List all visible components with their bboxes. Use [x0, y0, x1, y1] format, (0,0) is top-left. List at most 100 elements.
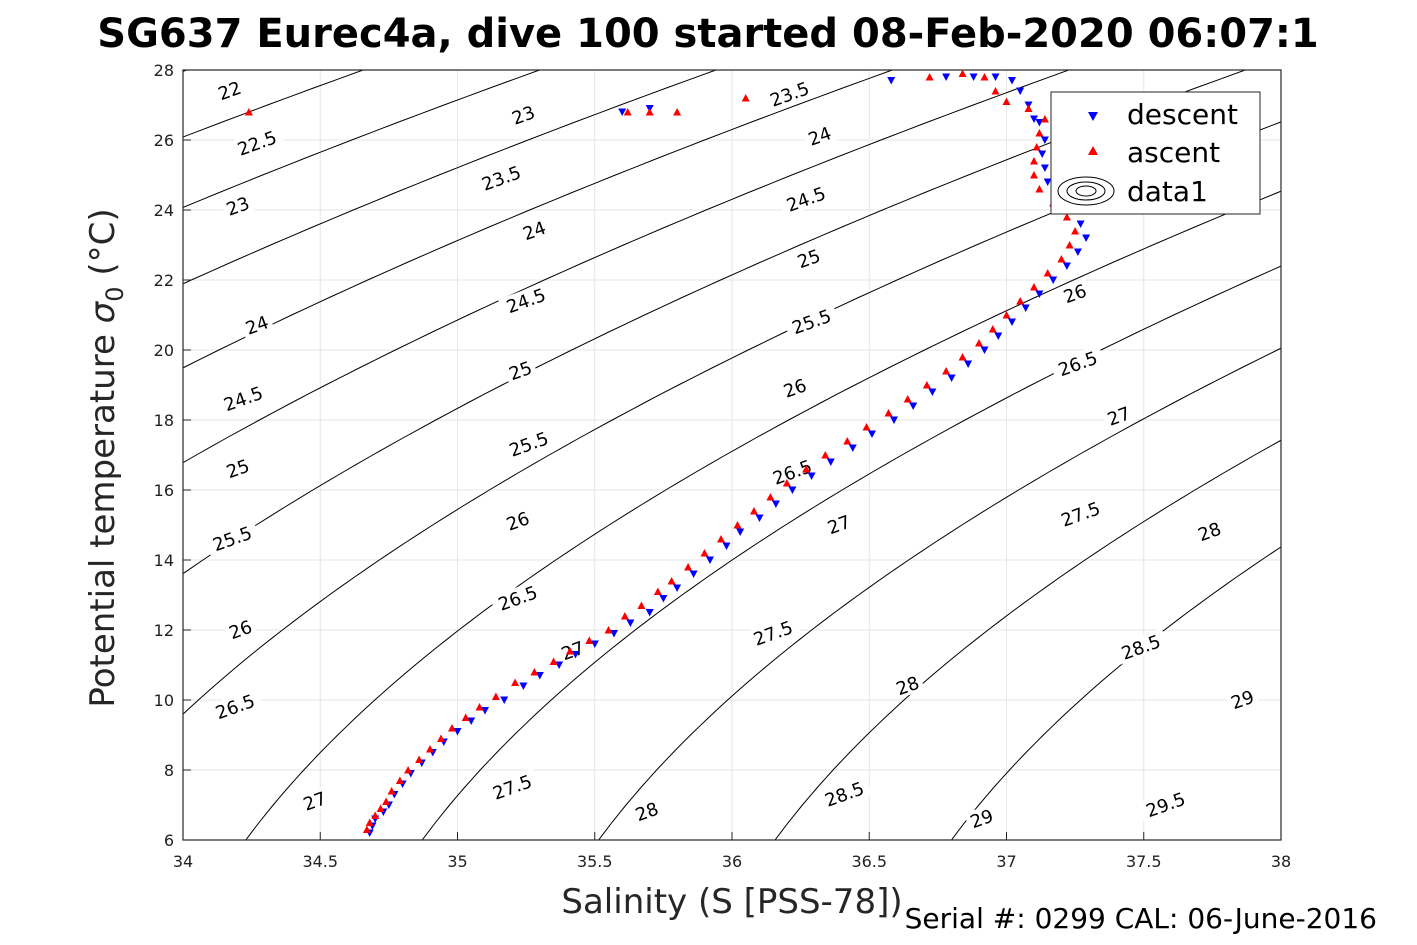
- ascent-marker: [684, 563, 693, 571]
- ascent-marker: [667, 577, 676, 585]
- ascent-marker: [1030, 283, 1038, 291]
- ascent-marker: [766, 493, 775, 501]
- descent-marker: [453, 728, 462, 736]
- ascent-marker: [1030, 157, 1038, 165]
- ascent-marker: [958, 69, 967, 77]
- descent-marker: [626, 619, 635, 627]
- descent-marker: [1035, 290, 1044, 298]
- y-tick-label: 16: [154, 481, 174, 500]
- contour-label-bg: [497, 281, 554, 319]
- contour-label-bg: [500, 425, 557, 462]
- ascent-marker: [903, 395, 912, 403]
- descent-marker: [942, 73, 951, 81]
- ascent-marker: [843, 437, 852, 445]
- ascent-marker: [437, 734, 445, 742]
- ascent-marker: [942, 367, 951, 375]
- ascent-marker: [382, 797, 391, 805]
- ascent-marker: [988, 325, 997, 333]
- descent-marker: [909, 402, 918, 410]
- contour-label-bg: [220, 191, 256, 221]
- contour-line-29: [774, 439, 1281, 840]
- contour-label-bg: [296, 786, 332, 816]
- contour-label-bg: [239, 310, 275, 340]
- ascent-marker: [491, 692, 500, 700]
- y-tick-label: 14: [154, 551, 174, 570]
- ascent-marker: [673, 108, 682, 116]
- contour-line-25: [183, 70, 718, 285]
- ascent-marker: [717, 535, 725, 543]
- descent-marker: [928, 388, 937, 396]
- contour-label: 24: [516, 215, 552, 245]
- descent-marker: [467, 717, 476, 725]
- ascent-marker: [448, 724, 456, 732]
- descent-marker: [1008, 318, 1016, 326]
- ascent-marker: [404, 766, 413, 774]
- data-markers: [244, 69, 1091, 837]
- ascent-marker: [1002, 97, 1011, 105]
- ascent-marker: [991, 87, 1000, 95]
- descent-marker: [890, 416, 898, 424]
- descent-marker: [991, 73, 1000, 81]
- descent-marker: [887, 77, 896, 85]
- x-tick-label: 37.5: [1126, 852, 1162, 871]
- descent-marker: [848, 444, 857, 452]
- descent-marker: [1016, 87, 1025, 95]
- contour-label-bg: [1101, 401, 1137, 431]
- descent-marker: [807, 472, 816, 480]
- ascent-marker: [585, 636, 594, 644]
- ascent-marker: [1043, 269, 1052, 277]
- descent-marker: [980, 346, 989, 354]
- contour-line-29.5: [950, 546, 1281, 840]
- contour-label-bg: [801, 121, 837, 151]
- y-axis-label-main: Potential temperature: [83, 323, 123, 707]
- ascent-marker: [620, 612, 629, 620]
- contour-label-bg: [745, 614, 801, 651]
- ascent-marker: [975, 339, 983, 347]
- legend-descent-label: descent: [1127, 98, 1238, 131]
- contour-label: 22: [211, 75, 247, 105]
- descent-marker: [555, 661, 564, 669]
- ascent-marker: [1035, 185, 1044, 193]
- ascent-marker: [733, 521, 742, 529]
- ascent-marker: [566, 647, 574, 655]
- contour-line-25.5: [183, 70, 894, 369]
- contour-label-bg: [1112, 628, 1169, 665]
- contour-label-bg: [1052, 495, 1109, 532]
- contour-label-bg: [761, 75, 818, 112]
- ascent-marker: [426, 745, 434, 753]
- legend-contour-icon: [1057, 176, 1115, 206]
- descent-marker: [722, 542, 731, 550]
- y-tick-label: 6: [164, 831, 174, 850]
- contour-line-23: [0, 53, 59, 858]
- ascent-marker: [1002, 311, 1011, 319]
- ascent-marker: [750, 507, 758, 515]
- ascent-marker: [1040, 115, 1049, 123]
- contour-label: 22.5: [228, 124, 285, 161]
- descent-marker: [964, 360, 973, 368]
- ascent-marker: [741, 94, 750, 102]
- contour-label-bg: [791, 243, 827, 273]
- descent-marker: [519, 682, 528, 690]
- descent-marker: [590, 640, 599, 648]
- contour-label-bg: [502, 355, 538, 385]
- ascent-marker: [637, 601, 646, 609]
- contour-label-bg: [220, 453, 256, 483]
- ascent-marker: [1035, 129, 1044, 137]
- descent-marker: [1049, 276, 1058, 284]
- contour-label-bg: [473, 159, 529, 196]
- y-tick-label: 10: [154, 691, 174, 710]
- contour-line-28.5: [597, 347, 1281, 840]
- contour-label-bg: [1057, 278, 1093, 308]
- contour-label-bg: [489, 579, 546, 616]
- legend-box: [1050, 91, 1261, 215]
- contour-label-bg: [777, 373, 813, 403]
- contour-line-24.5: [183, 70, 541, 208]
- contour-label-bg: [228, 124, 285, 161]
- x-tick-label: 36.5: [851, 852, 887, 871]
- ascent-marker: [1024, 104, 1033, 112]
- y-tick-label: 22: [154, 271, 174, 290]
- contour-label-bg: [816, 775, 873, 812]
- contour-label-bg: [222, 614, 258, 644]
- descent-marker: [1008, 77, 1016, 85]
- ascent-marker: [645, 108, 654, 116]
